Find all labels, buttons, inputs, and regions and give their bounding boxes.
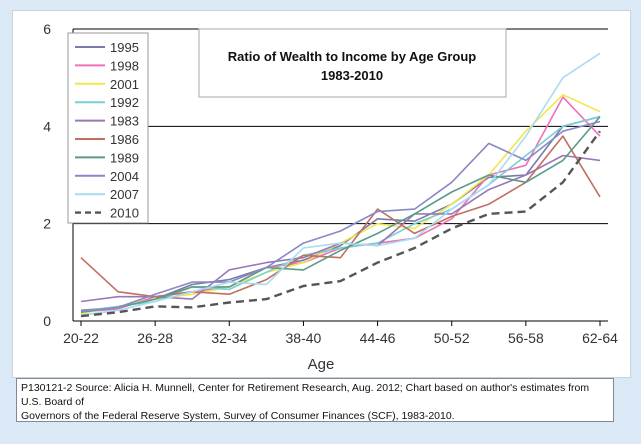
legend-label: 1983 [110, 114, 139, 129]
y-tick-label: 4 [43, 118, 51, 134]
legend-label: 1986 [110, 132, 139, 147]
x-tick-label: 44-46 [360, 330, 396, 346]
legend-label: 1998 [110, 58, 139, 73]
series-lines [80, 52, 601, 318]
x-tick-label: 20-22 [63, 330, 99, 346]
series-line-1992 [80, 115, 601, 313]
y-tick-label: 2 [43, 216, 51, 232]
chart-subtitle: 1983-2010 [321, 68, 383, 83]
series-line-1986 [80, 135, 601, 298]
x-axis-title: Age [308, 356, 335, 373]
caption-line-1: P130121-2 Source: Alicia H. Munnell, Cen… [21, 382, 590, 408]
x-tick-label: 62-64 [582, 330, 618, 346]
legend-label: 2010 [110, 206, 139, 221]
chart-panel: 0 2 4 6 20-22 26-28 32-34 38-40 44-46 50-52 56-58 6… [12, 10, 631, 378]
chart-title: Ratio of Wealth to Income by Age Group [228, 49, 477, 64]
series-line-2010 [80, 130, 601, 318]
legend-label: 1992 [110, 95, 139, 110]
legend: 1995 1998 2001 1992 1983 1986 1989 2004 2007 2010 [67, 32, 149, 224]
chart-title-box: Ratio of Wealth to Income by Age Group 1… [198, 28, 507, 98]
legend-label: 2001 [110, 77, 139, 92]
axes: 0 2 4 6 20-22 26-28 32-34 38-40 44-46 50-52 56-58 6… [43, 21, 618, 346]
series-line-2007 [80, 52, 601, 316]
source-caption: P130121-2 Source: Alicia H. Munnell, Cen… [16, 378, 614, 422]
y-tick-label: 6 [43, 21, 51, 37]
x-tick-label: 32-34 [211, 330, 247, 346]
series-line-2004 [80, 120, 601, 313]
series-line-1983 [80, 154, 601, 303]
x-tick-label: 38-40 [286, 330, 322, 346]
legend-label: 2004 [110, 169, 139, 184]
line-chart: 0 2 4 6 20-22 26-28 32-34 38-40 44-46 50-52 56-58 6… [43, 21, 618, 373]
y-tick-label: 0 [43, 313, 51, 329]
legend-label: 1989 [110, 150, 139, 165]
x-tick-label: 56-58 [508, 330, 544, 346]
x-tick-label: 50-52 [434, 330, 470, 346]
legend-label: 1995 [110, 40, 139, 55]
legend-label: 2007 [110, 187, 139, 202]
caption-line-2: Governors of the Federal Reserve System,… [21, 410, 455, 422]
series-line-1989 [80, 116, 601, 313]
x-tick-label: 26-28 [137, 330, 173, 346]
title-box [198, 28, 507, 98]
